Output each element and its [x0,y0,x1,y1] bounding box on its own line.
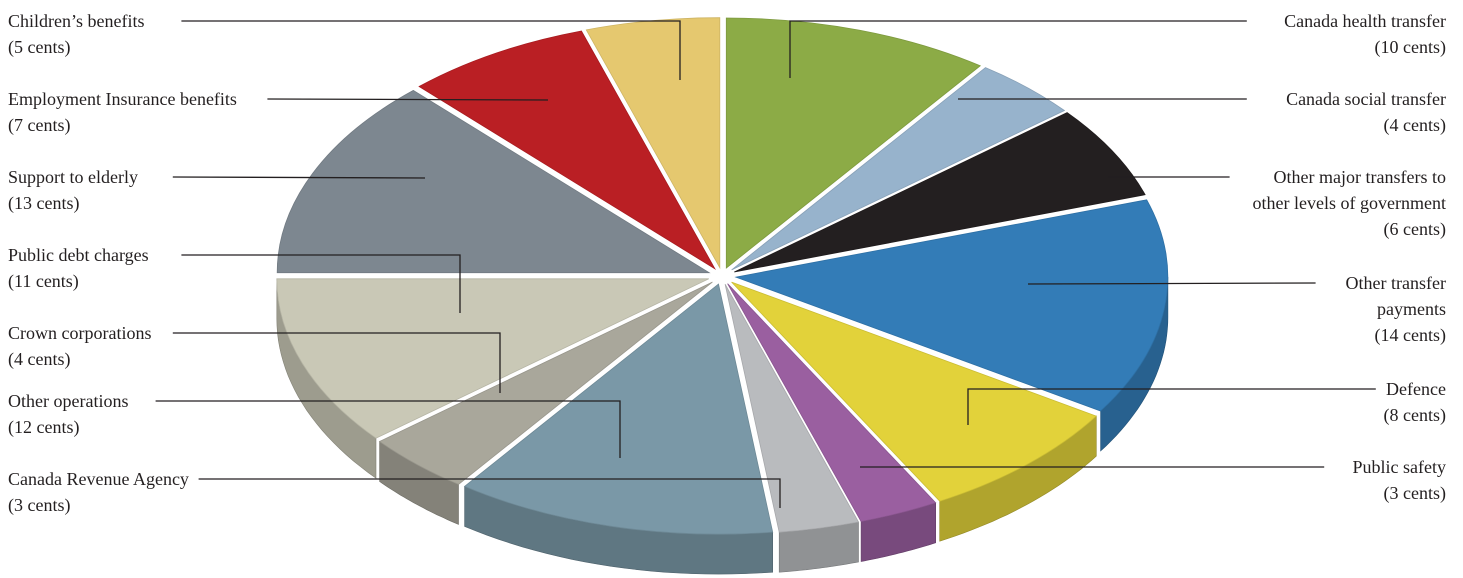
label-value: (14 cents) [1374,325,1446,345]
leader-support-to-elderly [172,176,426,179]
slice-support-to-elderly [276,89,711,274]
label-name: Defence [1386,379,1446,399]
label-value: (6 cents) [1383,219,1446,239]
label-name: Other major transfers to [1273,167,1446,187]
label-name: Children’s benefits [8,11,145,31]
label-other-transfer-payments: Other transfer payments (14 cents) [1346,270,1446,348]
leader-other-transfer-payments [1027,282,1316,285]
slice-other-operations [463,283,774,535]
slice-employment-insurance-benefits [418,30,717,270]
slice-defence [731,281,1098,502]
slice-public-debt-charges [276,278,709,439]
label-value: (11 cents) [8,271,79,291]
label-public-debt-charges: Public debt charges (11 cents) [8,242,149,294]
label-value: (12 cents) [8,417,80,437]
label-name: Other operations [8,391,129,411]
slice-other-major-transfers-to-other-levels-of-government [734,112,1146,273]
leader-canada-health-transfer [789,20,1247,78]
label-name: Canada social transfer [1286,89,1446,109]
label-canada-revenue-agency: Canada Revenue Agency (3 cents) [8,466,189,518]
leader-defence [967,388,1376,425]
label-name: Public debt charges [8,245,149,265]
leader-lines [155,20,1376,508]
label-children-s-benefits: Children’s benefits (5 cents) [8,8,144,60]
label-value: (7 cents) [8,115,71,135]
label-value: (4 cents) [1383,115,1446,135]
label-name: Employment Insurance benefits [8,89,237,109]
slice-other-transfer-payments [734,199,1169,412]
label-value: (10 cents) [1374,37,1446,57]
slice-public-safety [727,283,937,522]
slice-canada-social-transfer [731,67,1066,271]
label-value: (4 cents) [8,349,71,369]
label-name: Other transfer [1345,273,1446,293]
label-value: (5 cents) [8,37,71,57]
label-name: payments [1377,299,1446,319]
leader-crown-corporations [172,332,501,393]
label-canada-social-transfer: Canada social transfer (4 cents) [1286,86,1446,138]
leader-other-operations [155,400,621,458]
slice-crown-corporations [378,281,713,485]
label-name: Public safety [1352,457,1446,477]
label-canada-health-transfer: Canada health transfer (10 cents) [1284,8,1446,60]
label-employment-insurance-benefits: Employment Insurance benefits (7 cents) [8,86,237,138]
label-other-operations: Other operations (12 cents) [8,388,128,440]
label-value: (8 cents) [1383,405,1446,425]
leader-public-debt-charges [181,254,461,313]
slice-canada-revenue-agency [724,284,860,533]
label-name: Canada Revenue Agency [8,469,189,489]
label-value: (3 cents) [1383,483,1446,503]
label-value: (13 cents) [8,193,80,213]
label-name: Support to elderly [8,167,138,187]
label-name: Canada health transfer [1284,11,1446,31]
label-public-safety: Public safety (3 cents) [1353,454,1446,506]
slice-canada-health-transfer [725,17,981,269]
label-support-to-elderly: Support to elderly (13 cents) [8,164,138,216]
label-other-major-transfers-to-other-levels-of-government: Other major transfers to other levels of … [1253,164,1446,242]
label-name: Crown corporations [8,323,152,343]
label-name: other levels of government [1252,193,1446,213]
label-defence: Defence (8 cents) [1384,376,1446,428]
leader-employment-insurance-benefits [267,98,549,101]
label-crown-corporations: Crown corporations (4 cents) [8,320,151,372]
pie-slices [276,17,1169,535]
leader-children-s-benefits [181,20,681,80]
label-value: (3 cents) [8,495,71,515]
leader-canada-revenue-agency [198,478,781,508]
